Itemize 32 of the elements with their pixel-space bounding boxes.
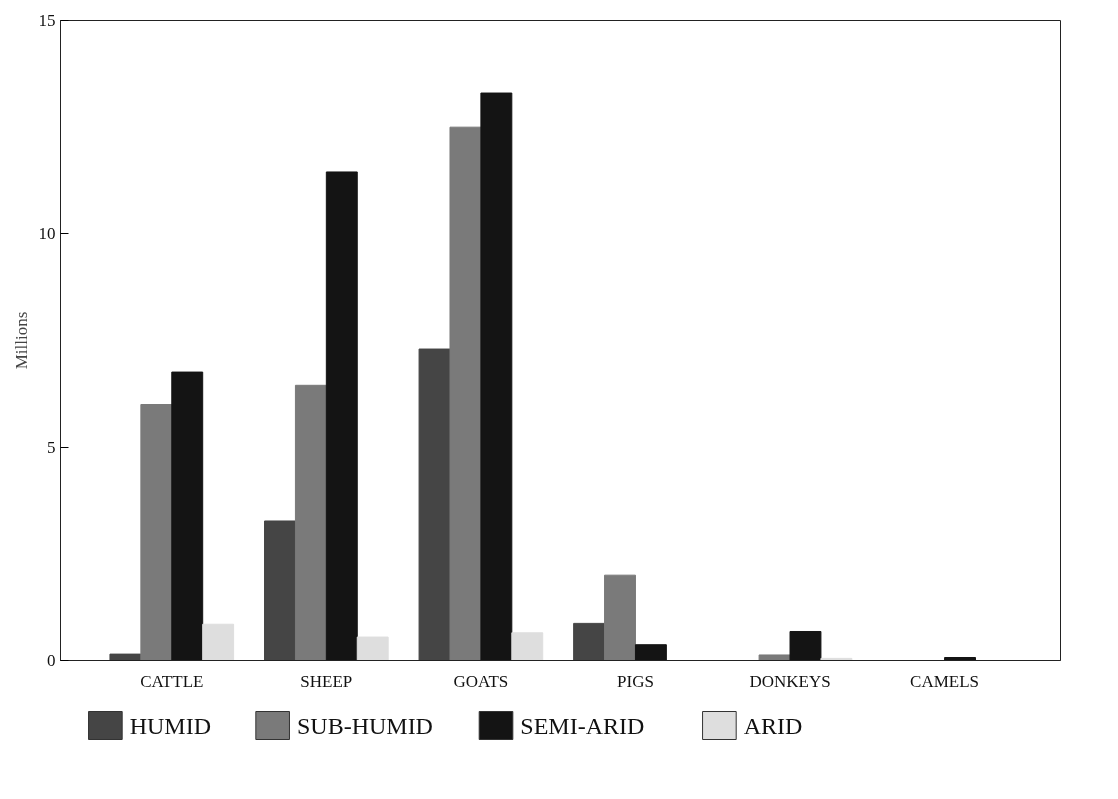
bar — [449, 126, 482, 661]
y-tick-label: 0 — [47, 651, 56, 670]
bar — [789, 630, 822, 661]
bar — [480, 92, 513, 661]
bar — [109, 653, 142, 661]
bar — [604, 574, 636, 661]
bar — [325, 171, 358, 661]
bar — [264, 520, 296, 661]
bar — [758, 654, 791, 661]
y-tick-label: 15 — [38, 11, 56, 30]
x-tick-label: DONKEYS — [749, 671, 831, 691]
legend-label: SUB-HUMID — [296, 712, 433, 739]
y-tick-label: 5 — [47, 437, 56, 457]
bar — [511, 632, 544, 661]
y-tick-label: 10 — [38, 224, 56, 244]
bar — [202, 623, 235, 661]
bar — [294, 384, 327, 661]
legend-label: SEMI-ARID — [520, 712, 645, 739]
x-tick-label: CATTLE — [140, 671, 204, 691]
x-tick-label: CAMELS — [910, 671, 980, 691]
x-tick-label: PIGS — [617, 671, 654, 691]
bar — [140, 404, 173, 661]
bar — [634, 644, 667, 661]
bar — [573, 622, 606, 661]
bar — [418, 348, 451, 661]
bar — [171, 371, 204, 661]
legend-label: HUMID — [129, 712, 211, 739]
x-tick-label: SHEEP — [300, 671, 353, 691]
y-axis-title: Millions — [11, 311, 31, 370]
bar — [356, 636, 389, 661]
x-tick-label: GOATS — [453, 671, 509, 691]
legend-label: ARID — [743, 712, 803, 739]
